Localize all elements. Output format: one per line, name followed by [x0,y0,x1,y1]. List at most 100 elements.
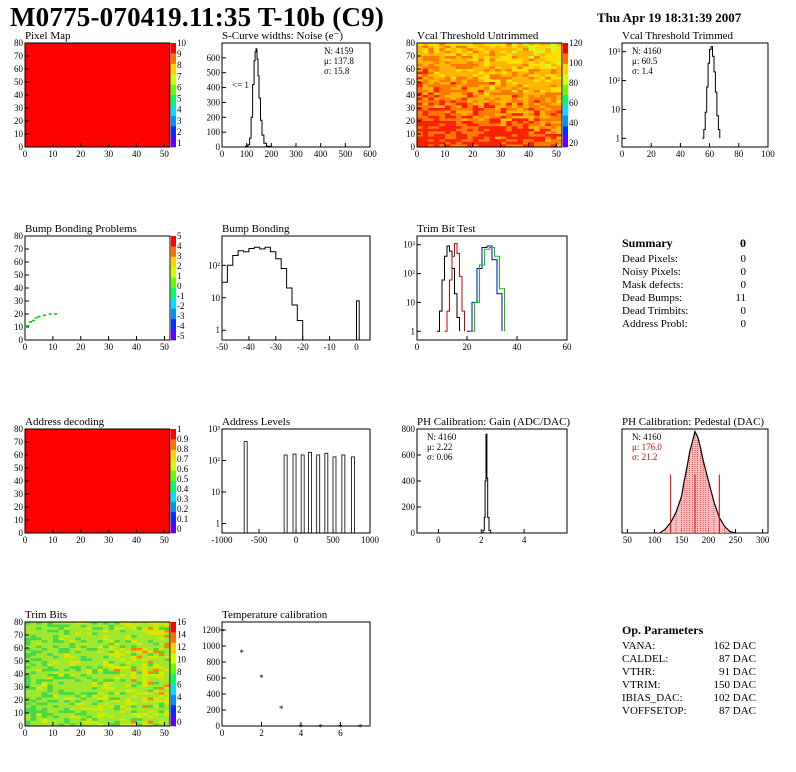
heatmap-cell [433,76,440,80]
heatmap-cell [450,139,457,143]
heatmap-cell [41,723,48,727]
heatmap-cell [417,139,423,143]
heatmap-cell [472,87,479,91]
heatmap-cell [528,82,535,85]
heatmap-cell [522,95,529,98]
heatmap-cell [472,102,479,106]
heatmap-cell [450,61,457,65]
heatmap-cell [450,74,457,78]
heatmap-cell [80,718,87,722]
heatmap-cell [511,53,518,57]
heatmap-cell [489,115,496,119]
heatmap-cell [30,661,37,664]
heatmap-cell [495,126,501,130]
heatmap-cell [511,110,518,114]
heatmap-cell [550,48,557,52]
heatmap-cell [103,674,109,677]
heatmap-cell [472,113,479,117]
heatmap-cell [539,45,546,49]
colorbar-tick-label: 5 [177,231,182,241]
heatmap-cell [500,43,507,46]
colorbar-tick-label: 7 [177,71,182,81]
heatmap-cell [86,713,93,716]
x-tick-label: 100 [648,535,662,545]
heatmap-cell [422,144,429,148]
heatmap-cell [80,710,87,714]
x-tick-label: 50 [160,535,170,545]
heatmap-cell [472,139,479,143]
heatmap-cell [97,629,104,633]
heatmap-cell [528,102,535,106]
op-param-row: CALDEL: 87 DAC [622,653,756,666]
heatmap-cell [147,687,154,690]
heatmap-cell [495,66,501,70]
heatmap-cell [142,705,148,709]
bar [341,454,346,534]
heatmap-cell [472,105,479,109]
heatmap-cell [108,650,115,654]
heatmap-cell [142,723,148,727]
heatmap-cell [47,679,54,683]
heatmap-cell [534,123,540,127]
heatmap-cell [539,95,546,98]
heatmap-cell [91,707,98,711]
heatmap-cell [69,676,76,680]
heatmap-cell [86,648,93,651]
scatter-point [31,319,35,322]
heatmap-cell [483,136,490,140]
heatmap-cell [52,713,59,716]
y-tick-label: 70 [14,437,24,447]
heatmap-cell [64,648,70,651]
heatmap-cell [511,43,518,46]
y-tick-label: 40 [14,669,24,679]
heatmap-cell [114,700,121,703]
y-tick-label: 10 [14,322,24,332]
heatmap-cell [164,700,171,703]
heatmap-cell [108,671,115,675]
heatmap-cell [153,655,160,659]
heatmap-cell [422,92,429,96]
heatmap-cell [461,56,468,59]
heatmap-cell [467,84,474,88]
heatmap-cell [522,45,529,49]
x-tick-label: 20 [463,342,473,352]
heatmap-cell [428,108,435,111]
x-tick-label: 40 [132,728,142,738]
heatmap-cell [461,95,468,98]
heatmap-cell [417,56,423,59]
y-tick-label: 60 [14,64,24,74]
heatmap-cell [556,97,563,101]
heatmap-cell [108,723,115,727]
heatmap-cell [522,131,529,135]
heatmap-cell [136,707,143,711]
heatmap-cell [97,635,104,638]
heatmap-cell [25,635,31,638]
heatmap-cell [483,92,490,96]
heatmap-cell [108,692,115,696]
heatmap-cell [36,655,43,659]
heatmap-cell [472,108,479,111]
heatmap-cell [36,624,43,628]
x-tick-label: 40 [132,535,142,545]
heatmap-cell [422,113,429,117]
heatmap-cell [495,118,501,122]
heatmap-cell [417,121,423,124]
heatmap-cell [114,640,121,644]
heatmap-cell [433,82,440,85]
heatmap-cell [147,627,154,631]
heatmap-cell [41,692,48,696]
heatmap-cell [30,723,37,727]
heatmap-cell [550,58,557,62]
heatmap-cell [80,707,87,711]
heatmap-cell [64,687,70,690]
heatmap-cell [528,97,535,101]
heatmap-cell [428,115,435,119]
heatmap-cell [158,632,165,636]
colorbar-segment [171,512,176,523]
stats-line: N: 4159 [324,46,354,56]
heatmap-cell [130,632,137,636]
heatmap-cell [30,645,37,649]
heatmap-cell [25,637,31,641]
heatmap-cell [164,624,171,628]
heatmap-cell [69,710,76,714]
